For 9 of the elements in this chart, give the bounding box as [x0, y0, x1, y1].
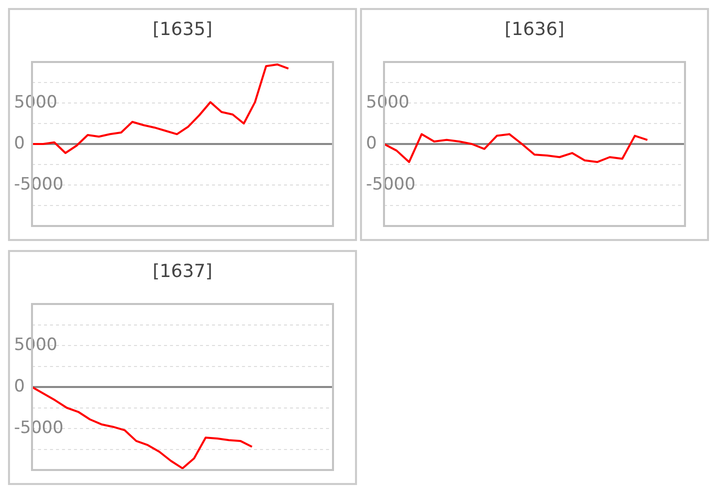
y-tick-label: -5000	[366, 174, 416, 194]
y-tick-label: 0	[366, 133, 377, 154]
chart-title: [1637]	[152, 260, 214, 284]
chart-title: [1636]	[504, 18, 566, 42]
chart-title: [1635]	[152, 18, 214, 42]
y-tick-label: -5000	[14, 418, 64, 438]
y-tick-label: 0	[14, 376, 25, 396]
y-tick-label: -5000	[14, 174, 64, 194]
y-tick-label: 0	[14, 133, 25, 154]
